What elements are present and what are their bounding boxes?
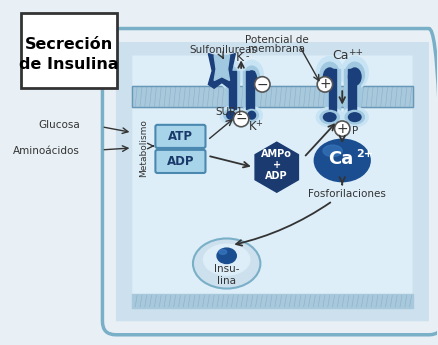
Text: de Insulina: de Insulina <box>19 57 119 72</box>
Ellipse shape <box>244 66 259 87</box>
Text: membrana: membrana <box>248 44 305 54</box>
Text: SUR1: SUR1 <box>215 108 244 118</box>
Ellipse shape <box>220 107 241 124</box>
Text: ++: ++ <box>348 48 363 57</box>
Polygon shape <box>325 69 340 111</box>
Text: Glucosa: Glucosa <box>39 120 80 130</box>
Bar <box>132 86 413 108</box>
Text: ATP: ATP <box>168 130 193 143</box>
FancyBboxPatch shape <box>116 42 429 321</box>
Ellipse shape <box>320 110 339 124</box>
Text: +: + <box>319 77 331 91</box>
Ellipse shape <box>316 57 343 89</box>
Ellipse shape <box>193 238 260 288</box>
Polygon shape <box>243 71 257 109</box>
FancyBboxPatch shape <box>132 56 413 308</box>
Text: +: + <box>255 119 262 128</box>
Polygon shape <box>208 53 235 88</box>
Ellipse shape <box>341 57 368 89</box>
Text: Fosforilaciones: Fosforilaciones <box>308 189 386 199</box>
Text: Secreción: Secreción <box>25 37 113 52</box>
Text: Metabolismo: Metabolismo <box>139 119 148 177</box>
Polygon shape <box>229 71 237 109</box>
Text: ADP: ADP <box>167 155 194 168</box>
Ellipse shape <box>345 62 364 87</box>
Ellipse shape <box>316 108 343 127</box>
Text: K: K <box>236 51 244 64</box>
Ellipse shape <box>217 248 237 264</box>
Ellipse shape <box>223 66 238 87</box>
Ellipse shape <box>349 113 361 121</box>
Polygon shape <box>214 56 230 80</box>
Text: K: K <box>249 120 256 133</box>
Ellipse shape <box>314 139 370 182</box>
Ellipse shape <box>349 68 361 85</box>
Polygon shape <box>344 69 360 111</box>
Ellipse shape <box>240 60 263 89</box>
Text: +: + <box>336 122 348 136</box>
Text: Ca: Ca <box>332 49 349 62</box>
Ellipse shape <box>248 111 255 119</box>
Ellipse shape <box>345 110 364 124</box>
Polygon shape <box>246 71 254 109</box>
Text: −: − <box>235 112 247 126</box>
Circle shape <box>335 121 350 136</box>
Ellipse shape <box>323 145 342 157</box>
Bar <box>21 13 117 88</box>
Text: P: P <box>352 126 358 136</box>
Ellipse shape <box>341 108 368 127</box>
Ellipse shape <box>245 109 258 121</box>
Ellipse shape <box>224 109 237 121</box>
Text: Potencial de: Potencial de <box>245 35 309 45</box>
Text: 2+: 2+ <box>356 149 373 159</box>
Circle shape <box>233 111 249 127</box>
Text: −: − <box>257 77 268 91</box>
Circle shape <box>317 77 332 92</box>
Ellipse shape <box>219 249 227 254</box>
FancyBboxPatch shape <box>155 125 205 148</box>
Ellipse shape <box>320 62 339 87</box>
Polygon shape <box>255 142 298 192</box>
Circle shape <box>254 77 270 92</box>
Text: Sulfonilureas: Sulfonilureas <box>190 45 258 55</box>
Ellipse shape <box>204 244 250 275</box>
Ellipse shape <box>241 107 262 124</box>
Ellipse shape <box>247 71 257 86</box>
Ellipse shape <box>227 111 234 119</box>
Text: -: - <box>246 51 249 61</box>
Text: Ca: Ca <box>328 150 353 168</box>
Text: Insu-
lina: Insu- lina <box>214 264 240 286</box>
Ellipse shape <box>219 60 242 89</box>
Polygon shape <box>348 69 356 111</box>
Polygon shape <box>329 69 336 111</box>
Text: Aminoácidos: Aminoácidos <box>14 146 80 156</box>
Bar <box>132 294 413 308</box>
Text: AMPo
+
ADP: AMPo + ADP <box>261 149 292 181</box>
Ellipse shape <box>323 113 336 121</box>
Polygon shape <box>226 71 239 109</box>
Ellipse shape <box>226 71 235 86</box>
Bar <box>132 86 413 108</box>
Ellipse shape <box>323 68 336 85</box>
FancyBboxPatch shape <box>155 150 205 173</box>
